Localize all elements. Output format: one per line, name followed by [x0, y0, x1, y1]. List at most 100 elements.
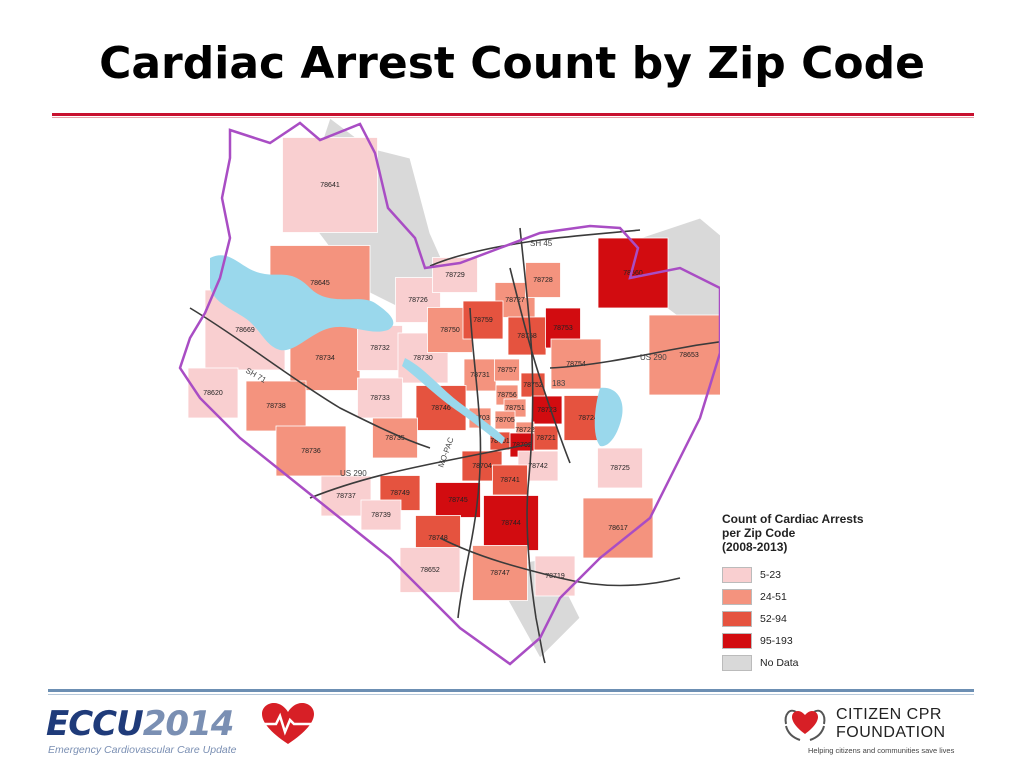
- eccu-logo-name: ECCU2014: [46, 704, 234, 744]
- zip-label: 78727: [505, 297, 525, 304]
- zip-label: 78728: [533, 277, 553, 284]
- road-sh71: [189, 307, 431, 449]
- cpr-logo-tagline: Helping citizens and communities save li…: [808, 746, 955, 755]
- legend-item: 95-193: [722, 630, 922, 652]
- zip-label: 78617: [608, 525, 628, 532]
- decker-lake: [594, 387, 623, 447]
- zip-region: [245, 380, 307, 432]
- zip-region: [463, 358, 497, 392]
- zip-label: 78704: [472, 463, 492, 470]
- zip-region: [533, 425, 559, 451]
- zip-label: 78733: [370, 395, 390, 402]
- zip-label: 78741: [500, 477, 520, 484]
- zip-label: 78705: [495, 417, 515, 424]
- zip-label: 78729: [445, 272, 465, 279]
- cpr-logo-line1: CITIZEN CPR: [836, 706, 942, 723]
- zip-region: [275, 425, 347, 477]
- heart-hands-icon: [784, 709, 826, 741]
- legend-title-line: per Zip Code: [722, 526, 796, 540]
- legend-label: 52-94: [760, 613, 787, 625]
- zip-label: 78753: [553, 325, 573, 332]
- zip-label: 78739: [371, 512, 391, 519]
- zip-label: 78734: [315, 355, 335, 362]
- zip-region: [282, 137, 378, 233]
- zip-label: 78746: [431, 405, 451, 412]
- legend-item: 5-23: [722, 564, 922, 586]
- zip-label: 78747: [490, 570, 510, 577]
- zip-region: [472, 545, 528, 601]
- zip-label: 78754: [566, 361, 586, 368]
- zip-label: 78730: [413, 355, 433, 362]
- road-183: [509, 267, 571, 464]
- road-label-183: 183: [552, 379, 566, 388]
- zip-region: [399, 547, 461, 593]
- zip-region: [462, 300, 504, 340]
- zip-region: [492, 464, 528, 496]
- lake-travis: [210, 255, 394, 351]
- road-us290-east: [549, 341, 720, 369]
- zip-label: 78737: [336, 493, 356, 500]
- legend-title: Count of Cardiac Arrests per Zip Code (2…: [722, 512, 922, 554]
- zip-code-map: 78641 78645 78669 78734 78732 78726 78730 78750…: [178, 118, 720, 666]
- zip-label: 78724: [578, 415, 598, 422]
- zip-label: 78723: [537, 407, 557, 414]
- road-label-us290-west: US 290: [340, 469, 367, 478]
- title-rule: [52, 113, 974, 116]
- legend-item: No Data: [722, 652, 922, 674]
- zip-region: [360, 499, 402, 531]
- zip-label: 78732: [370, 345, 390, 352]
- zip-region: [494, 358, 520, 382]
- zip-label: 78726: [408, 297, 428, 304]
- zip-label: 78759: [473, 317, 493, 324]
- zip-region: [525, 262, 561, 298]
- legend-swatch: [722, 655, 752, 671]
- zip-label: 78750: [440, 327, 460, 334]
- zip-label: 78660: [623, 270, 643, 277]
- zip-label: 78756: [497, 392, 517, 399]
- zip-label: 78744: [501, 520, 521, 527]
- zip-label: 78748: [428, 535, 448, 542]
- road-south: [439, 537, 681, 587]
- eccu-2014-logo: ECCU2014 Emergency Cardiovascular Care U…: [46, 702, 326, 762]
- zip-label: 78757: [497, 367, 517, 374]
- legend-swatch: [722, 633, 752, 649]
- slide-title: Cardiac Arrest Count by Zip Code: [99, 38, 925, 89]
- zip-label: 78735: [385, 435, 405, 442]
- legend-item: 52-94: [722, 608, 922, 630]
- heart-ekg-icon: [260, 703, 316, 744]
- road-i35: [519, 227, 546, 664]
- zip-region: [483, 495, 539, 551]
- legend-item: 24-51: [722, 586, 922, 608]
- eccu-logo-name-part1: ECCU: [46, 704, 144, 744]
- eccu-logo-subtitle: Emergency Cardiovascular Care Update: [48, 744, 237, 756]
- zip-label: 78652: [420, 567, 440, 574]
- zip-label: 78742: [528, 463, 548, 470]
- legend-title-line: (2008-2013): [722, 540, 788, 554]
- zip-label: 78721: [536, 435, 556, 442]
- legend-title-line: Count of Cardiac Arrests: [722, 512, 864, 526]
- zip-label: 78722: [515, 427, 535, 434]
- footer-rule: [48, 689, 974, 692]
- zip-label: 78731: [470, 372, 490, 379]
- zip-label: 78645: [310, 280, 330, 287]
- legend-swatch: [722, 611, 752, 627]
- zip-label: 78751: [505, 405, 525, 412]
- road-label-us290-east: US 290: [640, 353, 667, 362]
- zip-label: 78738: [266, 403, 286, 410]
- map-legend: Count of Cardiac Arrests per Zip Code (2…: [722, 512, 922, 674]
- zip-region: [357, 377, 403, 419]
- citizen-cpr-foundation-logo: CITIZEN CPR FOUNDATION Helping citizens …: [780, 704, 980, 764]
- road-sh45: [429, 229, 641, 267]
- legend-label: No Data: [760, 657, 799, 669]
- road-mopac: [457, 307, 482, 619]
- zip-label: 78736: [301, 448, 321, 455]
- legend-label: 5-23: [760, 569, 782, 581]
- zip-region: [648, 314, 720, 396]
- zip-region: [494, 410, 516, 430]
- footer-rule-thin: [48, 694, 974, 695]
- zip-region: [357, 325, 403, 371]
- road-label-mopac: MO-PAC: [436, 436, 455, 469]
- zip-label: 78653: [679, 352, 699, 359]
- zip-label: 78669: [235, 327, 255, 334]
- legend-swatch: [722, 567, 752, 583]
